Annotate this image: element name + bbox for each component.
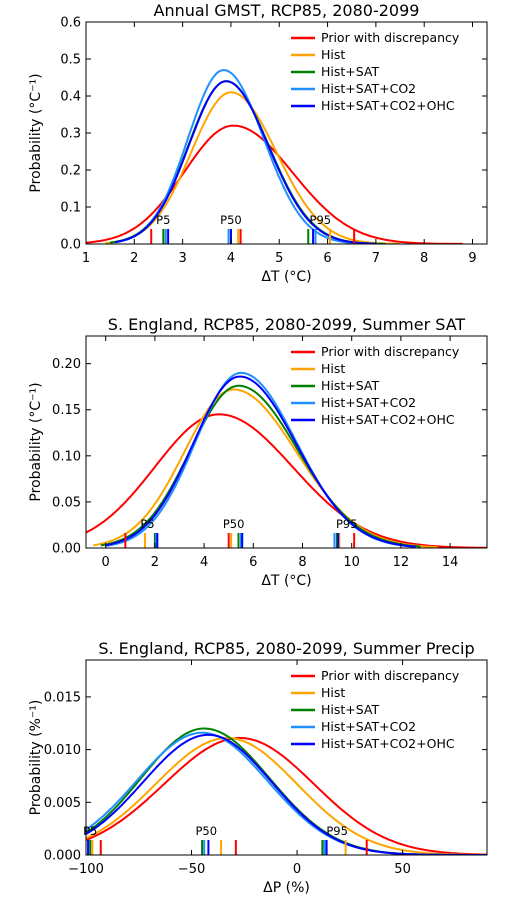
chart-panel-1: Annual GMST, RCP85, 2080-2099 P5 P50 P95 1 2 3… [28,1,488,285]
chart-panel-3: S. England, RCP85, 2080-2099, Summer Pre… [28,639,488,896]
percentile-label: P5 [140,517,154,531]
y-tick-label: 0.010 [44,743,81,758]
x-tick-label: 4 [227,251,235,266]
series-line-hist-sat-co2-ohc [86,733,487,855]
x-tick-label: 2 [130,251,138,266]
chart-title: S. England, RCP85, 2080-2099, Summer SAT [108,315,466,334]
series-line-hist-sat [100,384,421,548]
legend: Prior with discrepancy Hist Hist+SAT Hist+S… [291,344,460,427]
legend-entry: Prior with discrepancy [321,668,460,683]
x-tick-label: 3 [178,251,186,266]
legend-entry: Hist [321,685,345,700]
legend: Prior with discrepancy Hist Hist+SAT Hist+S… [291,668,460,751]
y-tick-label: 0.000 [44,849,81,864]
plot-frame [85,335,488,549]
x-tick-label: 14 [442,555,459,570]
legend-entry: Hist+SAT+CO2+OHC [321,736,455,751]
legend-entry: Hist+SAT+CO2 [321,81,416,96]
percentile-label: P5 [156,213,170,227]
x-tick-label: −100 [68,862,104,877]
y-axis-label: Probability (°C⁻¹) [28,73,44,192]
x-tick-label: 6 [249,555,257,570]
x-tick-label: 7 [372,251,380,266]
plot-frame [85,21,488,245]
legend-entry: Prior with discrepancy [321,344,460,359]
x-tick-label: −50 [178,862,205,877]
y-tick-label: 0.15 [52,403,81,418]
legend-entry: Hist+SAT+CO2 [321,719,416,734]
chart-title: Annual GMST, RCP85, 2080-2099 [154,1,420,20]
series-line-prior [86,124,463,244]
y-tick-label: 0.4 [60,90,81,105]
y-tick-label: 0.20 [52,357,81,372]
series-line-hist [86,737,487,855]
x-tick-label: 0 [102,555,110,570]
chart-title: S. England, RCP85, 2080-2099, Summer Pre… [98,639,474,658]
y-tick-label: 0.10 [52,449,81,464]
y-tick-label: 0.1 [60,201,81,216]
y-tick-label: 0.6 [60,16,81,31]
x-tick-label: 12 [393,555,410,570]
series-line-hist [105,91,401,244]
percentile-label: P50 [220,213,242,227]
x-tick-label: 0 [293,862,301,877]
percentile-label: P95 [310,213,332,227]
legend-entry: Hist [321,361,345,376]
legend-entry: Hist+SAT [321,378,380,393]
percentile-label: P50 [223,517,245,531]
percentile-label: P95 [336,517,358,531]
y-tick-label: 0.015 [44,690,81,705]
x-axis-label: ΔP (%) [263,880,310,896]
y-axis-label: Probability (°C⁻¹) [28,382,44,501]
legend-entry: Hist+SAT+CO2+OHC [321,98,455,113]
chart-panel-2: S. England, RCP85, 2080-2099, Summer SAT… [28,315,488,589]
series-line-prior [86,413,487,548]
plot-frame [85,659,488,856]
legend-entry: Prior with discrepancy [321,30,460,45]
x-axis-label: ΔT (°C) [261,573,311,589]
y-tick-label: 0.5 [60,53,81,68]
x-tick-label: 8 [298,555,306,570]
x-tick-label: 4 [200,555,208,570]
y-tick-label: 0.3 [60,127,81,142]
legend-entry: Hist+SAT+CO2 [321,395,416,410]
legend-entry: Hist+SAT+CO2+OHC [321,412,455,427]
y-tick-label: 0.005 [44,796,81,811]
percentile-label: P50 [196,824,218,838]
x-tick-label: 8 [420,251,428,266]
percentile-label: P5 [83,824,97,838]
legend: Prior with discrepancy Hist Hist+SAT Hist+S… [291,30,460,113]
x-axis-label: ΔT (°C) [261,269,311,285]
y-axis-label: Probability (%⁻¹) [28,700,44,816]
x-tick-label: 6 [323,251,331,266]
y-tick-label: 0.05 [52,495,81,510]
percentile-label: P95 [326,824,348,838]
x-tick-label: 2 [151,555,159,570]
series-line-hist-sat-co2-ohc [114,80,376,244]
x-tick-label: 5 [275,251,283,266]
series-line-hist [93,388,438,548]
y-tick-label: 0.2 [60,164,81,179]
x-tick-label: 50 [394,862,411,877]
x-tick-label: 9 [468,251,476,266]
series-line-hist-sat-co2-ohc [105,375,416,548]
y-tick-label: 0.00 [52,542,81,557]
legend-entry: Hist [321,47,345,62]
legend-entry: Hist+SAT [321,64,380,79]
y-tick-label: 0.0 [60,238,81,253]
legend-entry: Hist+SAT [321,702,380,717]
x-tick-label: 1 [82,251,90,266]
x-tick-label: 10 [343,555,360,570]
series-line-prior [86,737,487,855]
